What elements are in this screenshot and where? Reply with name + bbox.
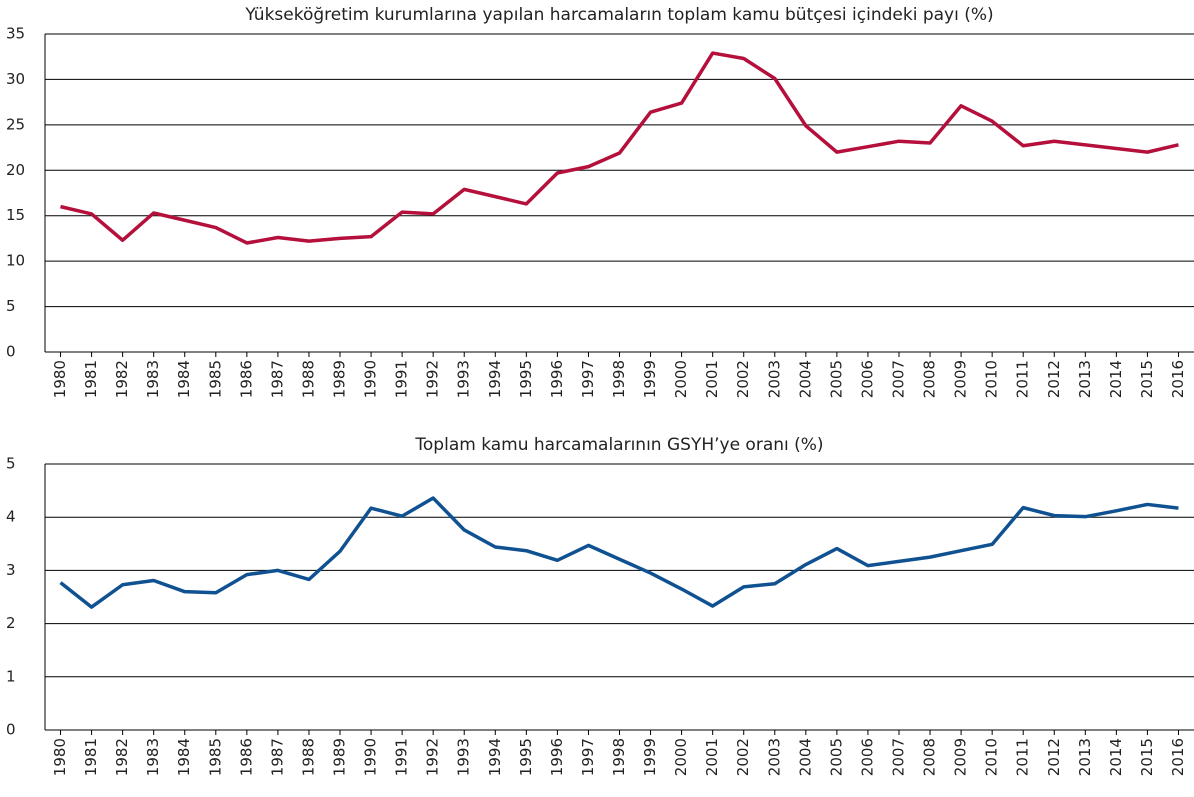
x-tick-label: 2006 bbox=[858, 360, 876, 398]
x-tick-label: 2002 bbox=[734, 360, 752, 398]
x-tick-label: 2004 bbox=[796, 738, 814, 776]
x-tick-label: 1983 bbox=[144, 738, 162, 776]
x-tick-label: 1980 bbox=[51, 738, 69, 776]
x-tick-label: 2012 bbox=[1045, 738, 1063, 776]
x-tick-label: 1995 bbox=[517, 360, 535, 398]
x-tick-label: 2015 bbox=[1138, 738, 1156, 776]
x-tick-label: 1981 bbox=[82, 360, 100, 398]
y-tick-label: 25 bbox=[6, 115, 25, 133]
x-tick-label: 1987 bbox=[268, 360, 286, 398]
x-tick-label: 1990 bbox=[362, 360, 380, 398]
x-tick-label: 2014 bbox=[1107, 360, 1125, 398]
y-tick-label: 4 bbox=[6, 508, 16, 526]
x-tick-label: 1998 bbox=[610, 738, 628, 776]
y-tick-label: 1 bbox=[6, 667, 16, 685]
x-tick-label: 1994 bbox=[486, 360, 504, 398]
x-tick-label: 1989 bbox=[331, 738, 349, 776]
x-tick-label: 2015 bbox=[1138, 360, 1156, 398]
x-tick-label: 1993 bbox=[455, 738, 473, 776]
x-tick-label: 2014 bbox=[1107, 738, 1125, 776]
x-tick-label: 2005 bbox=[827, 360, 845, 398]
x-tick-label: 1986 bbox=[237, 738, 255, 776]
chart-title: Toplam kamu harcamalarının GSYH’ye oranı… bbox=[414, 435, 823, 455]
y-tick-label: 0 bbox=[6, 343, 16, 361]
x-tick-label: 2010 bbox=[983, 738, 1001, 776]
y-tick-label: 20 bbox=[6, 161, 25, 179]
y-tick-label: 5 bbox=[6, 297, 16, 315]
x-tick-label: 2005 bbox=[827, 738, 845, 776]
x-tick-label: 1980 bbox=[51, 360, 69, 398]
x-tick-label: 1988 bbox=[299, 738, 317, 776]
x-tick-label: 1998 bbox=[610, 360, 628, 398]
x-tick-label: 1993 bbox=[455, 360, 473, 398]
x-tick-label: 2011 bbox=[1014, 360, 1032, 398]
x-tick-label: 2013 bbox=[1076, 738, 1094, 776]
x-tick-label: 2000 bbox=[672, 360, 690, 398]
x-tick-label: 2012 bbox=[1045, 360, 1063, 398]
y-tick-label: 0 bbox=[6, 721, 16, 739]
x-tick-label: 2009 bbox=[952, 738, 970, 776]
x-tick-label: 1997 bbox=[579, 360, 597, 398]
x-tick-label: 2001 bbox=[703, 360, 721, 398]
x-tick-label: 1992 bbox=[424, 360, 442, 398]
x-tick-label: 2006 bbox=[858, 738, 876, 776]
x-tick-label: 1995 bbox=[517, 738, 535, 776]
x-tick-label: 2008 bbox=[921, 360, 939, 398]
x-tick-label: 2002 bbox=[734, 738, 752, 776]
x-tick-label: 2010 bbox=[983, 360, 1001, 398]
x-tick-label: 2007 bbox=[889, 360, 907, 398]
x-tick-label: 1986 bbox=[237, 360, 255, 398]
x-tick-label: 1988 bbox=[299, 360, 317, 398]
y-tick-label: 2 bbox=[6, 614, 16, 632]
x-tick-label: 1984 bbox=[175, 738, 193, 776]
y-tick-label: 30 bbox=[6, 70, 25, 88]
x-tick-label: 2004 bbox=[796, 360, 814, 398]
x-tick-label: 1992 bbox=[424, 738, 442, 776]
x-tick-label: 2013 bbox=[1076, 360, 1094, 398]
data-line bbox=[59, 496, 1179, 609]
x-tick-label: 2000 bbox=[672, 738, 690, 776]
x-tick-label: 1984 bbox=[175, 360, 193, 398]
x-tick-label: 2003 bbox=[765, 360, 783, 398]
y-tick-label: 10 bbox=[6, 252, 25, 270]
x-tick-label: 1997 bbox=[579, 738, 597, 776]
x-tick-label: 1996 bbox=[548, 738, 566, 776]
x-tick-label: 2008 bbox=[921, 738, 939, 776]
x-tick-label: 1999 bbox=[641, 738, 659, 776]
x-tick-label: 1981 bbox=[82, 738, 100, 776]
x-tick-label: 1982 bbox=[113, 738, 131, 776]
x-tick-label: 2009 bbox=[952, 360, 970, 398]
x-tick-label: 1996 bbox=[548, 360, 566, 398]
x-tick-label: 1989 bbox=[331, 360, 349, 398]
x-tick-label: 1985 bbox=[206, 738, 224, 776]
x-tick-label: 1994 bbox=[486, 738, 504, 776]
x-tick-label: 2011 bbox=[1014, 738, 1032, 776]
x-tick-label: 2007 bbox=[889, 738, 907, 776]
x-tick-label: 1983 bbox=[144, 360, 162, 398]
x-tick-label: 1982 bbox=[113, 360, 131, 398]
x-tick-label: 1987 bbox=[268, 738, 286, 776]
x-tick-label: 2001 bbox=[703, 738, 721, 776]
x-tick-label: 2016 bbox=[1169, 738, 1187, 776]
x-tick-label: 2003 bbox=[765, 738, 783, 776]
x-tick-label: 2016 bbox=[1169, 360, 1187, 398]
y-tick-label: 15 bbox=[6, 206, 25, 224]
x-tick-label: 1991 bbox=[393, 738, 411, 776]
y-tick-label: 35 bbox=[6, 25, 25, 43]
data-line bbox=[60, 51, 1179, 245]
y-tick-label: 3 bbox=[6, 561, 16, 579]
x-tick-label: 1990 bbox=[362, 738, 380, 776]
x-tick-label: 1991 bbox=[393, 360, 411, 398]
chart-title: Yükseköğretim kurumlarına yapılan harcam… bbox=[244, 5, 993, 25]
y-tick-label: 5 bbox=[6, 455, 16, 473]
x-tick-label: 1985 bbox=[206, 360, 224, 398]
x-tick-label: 1999 bbox=[641, 360, 659, 398]
